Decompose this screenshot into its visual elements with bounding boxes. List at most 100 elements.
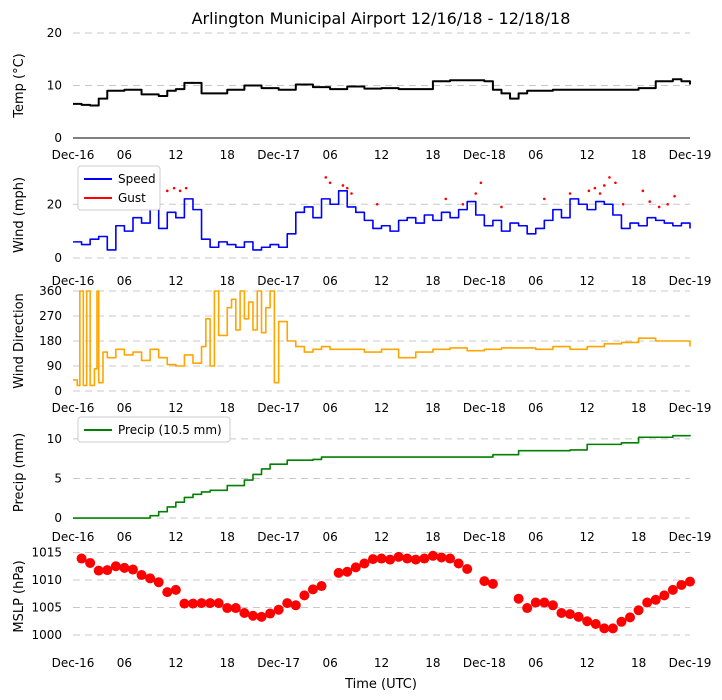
mslp-point	[462, 564, 473, 574]
mslp-point	[162, 587, 173, 598]
x-tick-label-temp: Dec-18	[463, 148, 506, 162]
gust-point	[608, 176, 611, 179]
y-tick-label-precip: 5	[54, 471, 62, 485]
y-tick-label-mslp: 1005	[31, 601, 62, 615]
gust-point	[172, 186, 176, 190]
legend-label-wind: Gust	[118, 191, 146, 205]
x-tick-label-temp: 18	[631, 148, 646, 162]
mslp-point	[376, 553, 387, 564]
mslp-point	[633, 605, 644, 616]
x-tick-label-precip: 18	[631, 530, 646, 544]
x-tick-label-precip: 12	[580, 530, 595, 544]
x-tick-label-wind: 06	[117, 274, 132, 288]
mslp-point	[350, 562, 361, 573]
x-tick-label-wdir: 18	[631, 401, 646, 415]
x-tick-label-wind: Dec-16	[52, 274, 95, 288]
x-axis-label: Time (UTC)	[344, 677, 417, 692]
mslp-point	[256, 611, 267, 622]
panel-temp: 0 10 20 Dec-16 06 12 18 Dec-17 06 12 18 Dec-18 06 12 1…	[12, 26, 711, 162]
legend-label-precip: Precip (10.5 mm)	[118, 423, 222, 437]
mslp-point	[170, 584, 181, 595]
x-tick-label-precip: 06	[117, 530, 132, 544]
gust-point	[587, 189, 591, 193]
y-axis-label-precip: Precip (mm)	[12, 433, 27, 512]
y-tick-label-temp: 0	[54, 131, 62, 145]
y-tick-label-wdir: 270	[39, 309, 62, 323]
x-tick-label-wdir: 06	[117, 401, 132, 415]
x-tick-label-wdir: Dec-18	[463, 401, 506, 415]
gust-point	[178, 189, 182, 193]
mslp-point	[685, 576, 695, 587]
x-tick-label-temp: Dec-16	[52, 148, 95, 162]
mslp-point	[273, 604, 284, 615]
x-tick-label-temp: 18	[425, 148, 440, 162]
mslp-point	[599, 623, 610, 634]
mslp-point	[290, 600, 301, 611]
x-tick-label-wdir: 12	[580, 401, 595, 415]
x-tick-label-wind: Dec-17	[257, 274, 300, 288]
panel-wdir: 0 90 180 270 360 Dec-16 06 12 18 Dec-17 06 12 18 Dec-…	[12, 284, 711, 415]
gust-point	[648, 200, 652, 203]
y-axis-label-wind: Wind (mph)	[12, 177, 27, 253]
y-tick-label-wdir: 180	[39, 334, 62, 348]
x-tick-label-wdir: 06	[528, 401, 543, 415]
y-tick-label-wind: 20	[47, 197, 62, 211]
x-tick-label-mslp: 06	[322, 656, 337, 670]
x-tick-label-precip: Dec-16	[52, 530, 95, 544]
mslp-point	[205, 598, 216, 609]
gust-point	[328, 181, 332, 185]
x-tick-label-wind: 12	[580, 274, 595, 288]
y-tick-label-wind: 0	[54, 251, 62, 265]
x-tick-label-mslp: 06	[528, 656, 543, 670]
mslp-point	[625, 612, 636, 623]
mslp-point	[556, 608, 567, 618]
gust-point	[345, 186, 349, 190]
mslp-point	[573, 611, 584, 622]
x-tick-label-temp: Dec-17	[257, 148, 300, 162]
x-tick-label-mslp: 18	[425, 656, 440, 670]
gust-point	[324, 176, 328, 179]
x-tick-label-temp: 06	[322, 148, 337, 162]
x-tick-label-temp: 18	[220, 148, 235, 162]
gust-point	[461, 202, 465, 206]
panel-wind: 0 20 Dec-16 06 12 18 Dec-17 06 12 18 Dec-18 06 12 18 D…	[12, 165, 712, 288]
x-tick-label-wind: Dec-19	[669, 274, 712, 288]
mslp-point	[410, 554, 421, 565]
mslp-point	[282, 598, 293, 609]
mslp-point	[239, 608, 250, 618]
y-tick-label-wdir: 90	[47, 359, 62, 373]
y-tick-label-mslp: 1015	[31, 546, 62, 560]
mslp-point	[136, 570, 147, 581]
gust-point	[621, 202, 625, 206]
x-tick-label-mslp: 12	[374, 656, 389, 670]
mslp-point	[222, 603, 233, 614]
x-tick-label-mslp: 12	[168, 656, 183, 670]
gust-point	[614, 181, 617, 185]
x-tick-label-wdir: 18	[425, 401, 440, 415]
x-tick-label-temp: 12	[374, 148, 389, 162]
x-tick-label-mslp: 12	[580, 656, 595, 670]
gust-point	[598, 192, 602, 195]
gust-point	[568, 192, 572, 195]
chart-title: Arlington Municipal Airport 12/16/18 - 1…	[192, 9, 571, 28]
x-tick-label-mslp: 18	[220, 656, 235, 670]
gust-point	[666, 202, 670, 206]
mslp-point	[76, 553, 87, 564]
y-axis-label-wdir: Wind Direction	[12, 293, 27, 389]
legend-precip	[77, 416, 231, 443]
x-tick-label-wind: 18	[631, 274, 646, 288]
legend-label-wind: Speed	[118, 172, 156, 186]
gust-point	[500, 205, 503, 209]
mslp-point	[479, 576, 490, 587]
mslp-point	[187, 598, 198, 609]
gust-point	[593, 186, 597, 190]
y-tick-label-precip: 10	[47, 432, 62, 446]
mslp-point	[539, 597, 550, 608]
x-tick-label-wind: 12	[168, 274, 183, 288]
gust-point	[673, 194, 676, 198]
mslp-point	[436, 552, 447, 563]
mslp-point	[127, 564, 138, 575]
mslp-point	[445, 553, 456, 564]
gust-point	[603, 184, 606, 187]
y-tick-label-mslp: 1010	[31, 573, 62, 587]
